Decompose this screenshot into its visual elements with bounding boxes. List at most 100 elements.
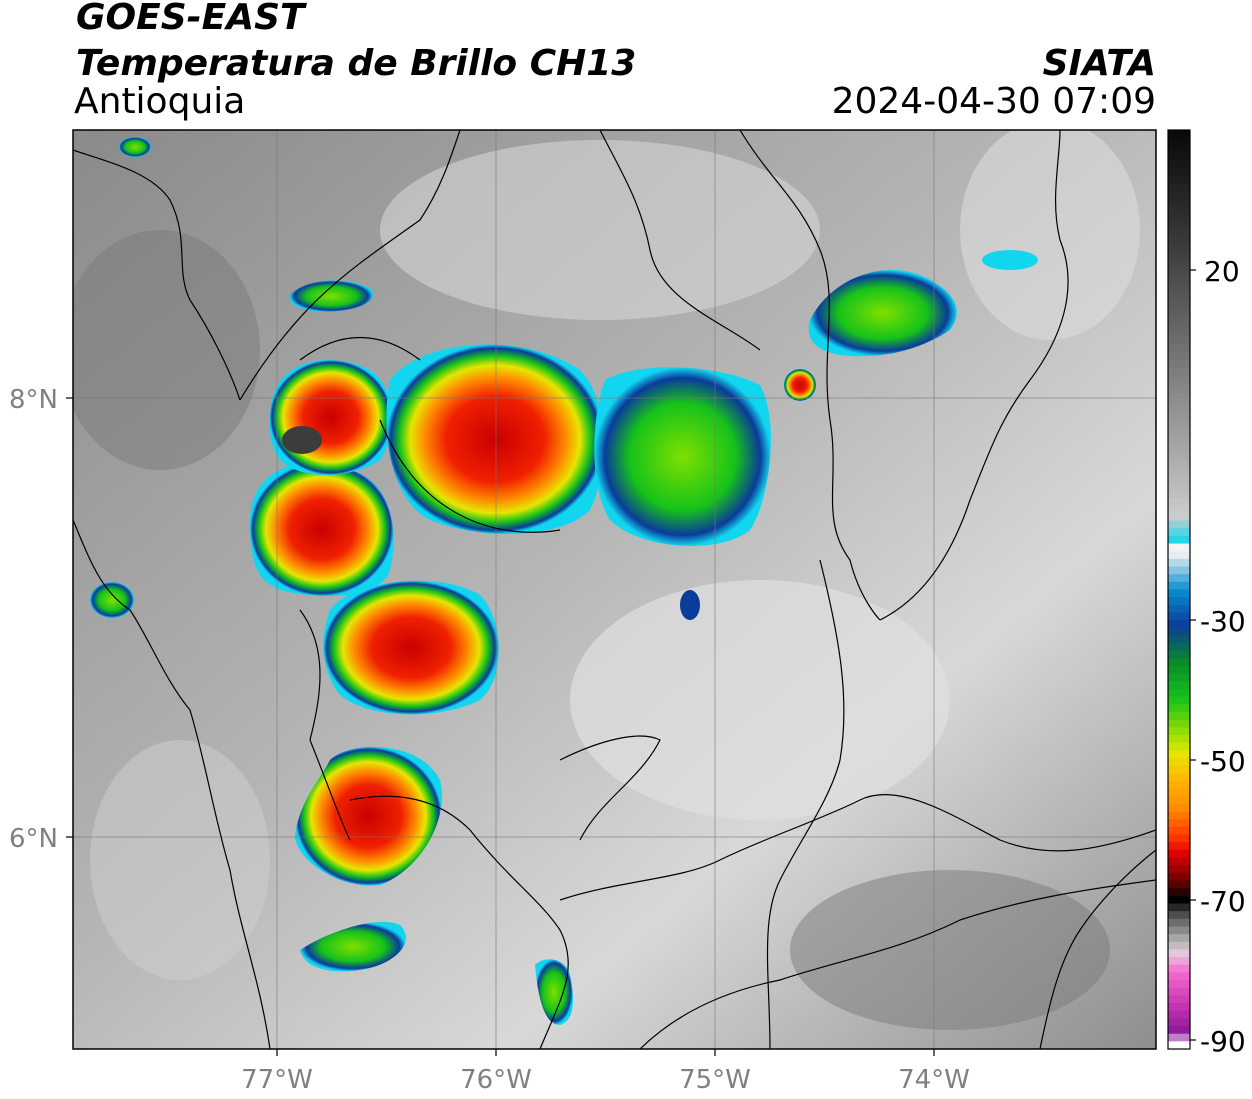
storm-cell bbox=[300, 921, 406, 972]
colorbar-segment bbox=[1168, 895, 1190, 905]
colorbar-segment bbox=[1168, 520, 1190, 529]
storm-cell bbox=[386, 344, 604, 534]
lon-tick-label: 75°W bbox=[679, 1065, 751, 1095]
storm-cell bbox=[680, 590, 700, 620]
colorbar-segment bbox=[1168, 551, 1190, 560]
colorbar-segment bbox=[1168, 650, 1190, 660]
colorbar-segment bbox=[1168, 221, 1190, 231]
colorbar-segment bbox=[1168, 926, 1190, 935]
lon-tick-label: 74°W bbox=[898, 1065, 970, 1095]
colorbar-segment bbox=[1168, 413, 1190, 422]
storm-cell bbox=[90, 582, 134, 618]
storm-cell bbox=[269, 360, 392, 475]
storm-cell bbox=[784, 369, 816, 401]
colorbar-segment bbox=[1168, 1010, 1190, 1019]
boundary-lines bbox=[73, 130, 1156, 1049]
colorbar-segment bbox=[1168, 229, 1190, 238]
colorbar-segment bbox=[1168, 306, 1190, 315]
colorbar-segment bbox=[1168, 696, 1190, 705]
colorbar-segment bbox=[1168, 865, 1190, 874]
colorbar-segment bbox=[1168, 811, 1190, 820]
satellite-title: GOES-EAST bbox=[76, 0, 305, 38]
colorbar-segment bbox=[1168, 681, 1190, 690]
colorbar-segment bbox=[1168, 1041, 1190, 1050]
colorbar-segment bbox=[1168, 643, 1190, 652]
colorbar-segment bbox=[1168, 482, 1190, 491]
colorbar-segment bbox=[1168, 819, 1190, 828]
colorbar-segment bbox=[1168, 152, 1190, 162]
colorbar-segment bbox=[1168, 635, 1190, 644]
cloud-patch bbox=[380, 140, 820, 320]
colorbar-segment bbox=[1168, 336, 1190, 346]
colorbar-tick-label: -70 bbox=[1200, 885, 1246, 918]
colorbar-segment bbox=[1168, 474, 1190, 483]
colorbar-segment bbox=[1168, 359, 1190, 369]
colorbar-segment bbox=[1168, 421, 1190, 430]
colorbar-segment bbox=[1168, 727, 1190, 736]
colorbar-segment bbox=[1168, 260, 1190, 269]
colorbar-segment bbox=[1168, 750, 1190, 759]
colorbar-segment bbox=[1168, 842, 1190, 851]
colorbar-segment bbox=[1168, 849, 1190, 859]
lon-tick-label: 77°W bbox=[241, 1065, 313, 1095]
region-label: Antioquia bbox=[74, 81, 246, 122]
colorbar-segment bbox=[1168, 941, 1190, 951]
colorbar-segment bbox=[1168, 880, 1190, 889]
colorbar-segment bbox=[1168, 765, 1190, 774]
colorbar-segment bbox=[1168, 405, 1190, 414]
colorbar-segment bbox=[1168, 1026, 1190, 1035]
colorbar-segment bbox=[1168, 589, 1190, 598]
colorbar-segment bbox=[1168, 505, 1190, 514]
storm-cell bbox=[295, 746, 442, 886]
colorbar-tick-label: 20 bbox=[1204, 255, 1240, 288]
organization-label: SIATA bbox=[1042, 43, 1156, 84]
cloud-patch bbox=[570, 580, 950, 820]
colorbar-segment bbox=[1168, 198, 1190, 208]
colorbar-segment bbox=[1168, 620, 1190, 629]
cloud-patch bbox=[90, 740, 270, 980]
colorbar-segment bbox=[1168, 911, 1190, 920]
colorbar-segment bbox=[1168, 757, 1190, 767]
colorbar-segment bbox=[1168, 535, 1190, 545]
gridlines bbox=[73, 130, 1156, 1049]
colorbar-tick-label: -30 bbox=[1200, 605, 1246, 638]
colorbar-segment bbox=[1168, 796, 1190, 805]
colorbar-segment bbox=[1168, 512, 1190, 522]
storm-cell bbox=[289, 280, 373, 312]
colorbar-segment bbox=[1168, 489, 1190, 499]
colorbar-segment bbox=[1168, 443, 1190, 453]
colorbar-segment bbox=[1168, 329, 1190, 338]
cloud-patch bbox=[960, 130, 1140, 340]
colorbar-tick-label: -50 bbox=[1200, 745, 1246, 778]
storm-cell bbox=[119, 137, 151, 157]
colorbar-segment bbox=[1168, 949, 1190, 958]
colorbar-segment bbox=[1168, 1033, 1190, 1042]
colorbar-segment bbox=[1168, 237, 1190, 246]
colorbar-segment bbox=[1168, 735, 1190, 744]
colorbar-segment bbox=[1168, 1003, 1190, 1012]
colorbar-segment bbox=[1168, 275, 1190, 284]
colorbar-segment bbox=[1168, 183, 1190, 192]
colorbar-ticks bbox=[1190, 269, 1196, 1041]
colorbar-segment bbox=[1168, 903, 1190, 912]
colorbar-segment bbox=[1168, 857, 1190, 866]
colorbar-segment bbox=[1168, 888, 1190, 897]
colorbar bbox=[1168, 130, 1190, 1050]
colorbar-segment bbox=[1168, 597, 1190, 606]
storm-cell bbox=[250, 462, 394, 596]
lon-tick-label: 76°W bbox=[460, 1065, 532, 1095]
storm-core bbox=[282, 426, 322, 454]
colorbar-frame bbox=[1167, 129, 1191, 1050]
axis-ticks bbox=[66, 397, 935, 1056]
colorbar-segment bbox=[1168, 558, 1190, 568]
colorbar-segment bbox=[1168, 459, 1190, 468]
colorbar-segment bbox=[1168, 375, 1190, 384]
colorbar-segment bbox=[1168, 398, 1190, 407]
colorbar-segment bbox=[1168, 528, 1190, 537]
brightness-temperature-map bbox=[73, 130, 1156, 1049]
storm-cell bbox=[594, 367, 771, 547]
colorbar-segment bbox=[1168, 964, 1190, 974]
colorbar-segment bbox=[1168, 283, 1190, 292]
storm-cell bbox=[808, 270, 957, 357]
